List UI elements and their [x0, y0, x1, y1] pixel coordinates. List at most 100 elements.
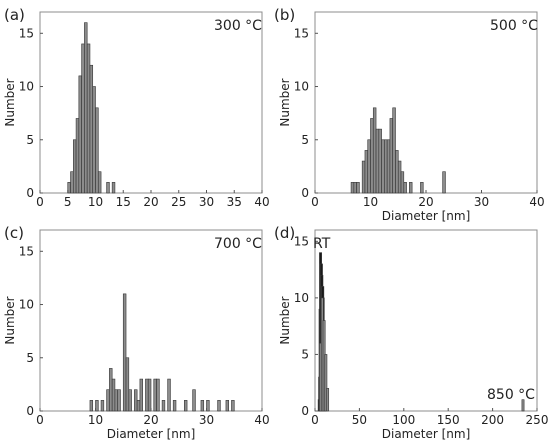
panel-1-bar-s0-5 — [81, 43, 85, 194]
panel-2-xtick-label-4: 40 — [529, 195, 544, 209]
panel-2-bar-s0-4 — [364, 150, 369, 194]
panel-2-bar-s0-15 — [395, 150, 399, 194]
panel-4-xtick-label-0: 0 — [311, 413, 319, 427]
panel-3-bar-s0-20 — [172, 400, 177, 412]
panel-2-bar-s0-2 — [356, 182, 360, 194]
panel-1-ytick-label-0: 0 — [26, 186, 34, 200]
panel-1-xtick-label-3: 15 — [116, 195, 131, 209]
panel-2-bar-s0-19 — [409, 182, 413, 194]
panel-2-bar-s0-5 — [367, 139, 371, 194]
panel-3-xtick-label-4: 40 — [254, 413, 269, 427]
panel-4-ytick-label-2: 10 — [294, 291, 309, 305]
panel-4-xtick-label-4: 200 — [481, 413, 504, 427]
panel-1-bar-s0-1 — [70, 171, 74, 194]
panel-2-annotation: 500 °C — [490, 18, 538, 34]
panel-2-xlabel: Diameter [nm] — [382, 209, 471, 223]
panel-2-bar-s0-12 — [386, 139, 391, 194]
panel-4-ytick-label-3: 15 — [294, 234, 309, 248]
panel-3-bar-s0-2 — [100, 400, 105, 412]
panel-3-ytick-label-2: 10 — [19, 298, 34, 312]
panel-1-bar-s0-7 — [86, 43, 91, 194]
panel-3-bar-s0-12 — [136, 400, 141, 412]
panel-1-bar-s0-8 — [89, 64, 94, 194]
panel-2-bar-s0-13 — [389, 118, 393, 194]
panel-1-xtick-label-2: 10 — [88, 195, 103, 209]
panel-2-ytick-label-1: 5 — [301, 133, 309, 147]
panel-3-bar-s0-0 — [89, 400, 94, 412]
panel-4-ylabel: Number — [278, 296, 292, 344]
panel-3-bar-s0-8 — [122, 293, 127, 412]
panel-3-xtick-label-2: 20 — [143, 413, 158, 427]
panel-3-ytick-label-1: 5 — [26, 351, 34, 365]
panel-2-ytick-label-3: 15 — [294, 26, 309, 40]
panel-1-bar-s0-13 — [111, 182, 116, 194]
panel-2-bar-s0-20 — [420, 182, 424, 194]
panel-4-xtick-label-3: 150 — [437, 413, 460, 427]
panel-2-xtick-label-1: 10 — [363, 195, 378, 209]
panel-2-bar-s0-21 — [442, 171, 446, 194]
panel-1-bar-s0-11 — [97, 171, 102, 194]
panel-2-ytick-label-0: 0 — [301, 186, 309, 200]
panel-3-bar-s0-4 — [109, 368, 113, 412]
panel-3-tag: (c) — [4, 224, 24, 242]
panel-1-xtick-label-4: 20 — [143, 195, 158, 209]
panel-1-xtick-label-7: 35 — [227, 195, 242, 209]
panel-2-bar-s0-1 — [353, 182, 357, 194]
panel-3-xlabel: Diameter [nm] — [107, 427, 196, 441]
panel-2-tag: (b) — [274, 6, 295, 24]
panel-2-bar-s0-6 — [370, 118, 374, 194]
panel-1-xtick-label-8: 40 — [254, 195, 269, 209]
panel-4-xtick-label-5: 250 — [526, 413, 549, 427]
panel-1-tag: (a) — [4, 6, 25, 24]
panel-2-bar-s0-9 — [378, 128, 382, 194]
panel-3-bar-s0-25 — [217, 400, 221, 412]
panel-3-bar-s0-9 — [125, 357, 130, 412]
panel-3-xtick-label-1: 10 — [88, 413, 103, 427]
panel-4-bar-s1-3 — [324, 354, 328, 412]
panel-1-xtick-label-6: 30 — [199, 195, 214, 209]
panel-1-xtick-label-5: 25 — [171, 195, 186, 209]
panel-2-ylabel: Number — [278, 78, 292, 126]
panel-2-frame — [314, 11, 538, 194]
panel-3-bar-s0-1 — [95, 400, 99, 412]
panel-2-bar-s0-14 — [392, 107, 396, 194]
panel-4-tag: (d) — [274, 224, 295, 242]
panel-3-bar-s0-3 — [106, 389, 110, 412]
panel-1-bar-s0-4 — [78, 75, 82, 194]
panel-3-ytick-label-0: 0 — [26, 404, 34, 418]
panel-3-bar-s0-27 — [231, 400, 235, 412]
panel-3-bar-s0-18 — [161, 400, 166, 412]
panel-4-xtick-label-2: 100 — [392, 413, 415, 427]
panel-2-ytick-label-2: 10 — [294, 80, 309, 94]
panel-2-bar-s0-18 — [403, 182, 407, 194]
panel-1-ytick-label-3: 15 — [19, 26, 34, 40]
panel-4-xtick-label-1: 50 — [352, 413, 367, 427]
panel-3-bar-s0-21 — [184, 400, 188, 412]
panel-1-ytick-label-2: 10 — [19, 80, 34, 94]
panel-2-bar-s0-11 — [384, 139, 388, 194]
panel-3-bar-s0-26 — [225, 400, 229, 412]
panel-4-xlabel: Diameter [nm] — [382, 427, 471, 441]
panel-4-frame — [314, 229, 538, 412]
panel-1-bar-s0-2 — [73, 139, 77, 194]
panel-2-bar-s0-8 — [375, 128, 380, 194]
panel-2-bar-s0-17 — [400, 171, 405, 194]
panel-4-bar-s1-4 — [326, 388, 330, 412]
panel-3-bar-s0-10 — [128, 389, 132, 412]
panel-4-ytick-label-1: 5 — [301, 347, 309, 361]
panel-1-xtick-label-1: 5 — [64, 195, 72, 209]
panel-1-bar-s0-10 — [95, 107, 99, 194]
panel-4-bar-s1-5 — [521, 399, 525, 412]
panel-3-bar-s0-14 — [145, 378, 149, 412]
panel-2-bar-s0-3 — [361, 160, 366, 194]
panel-2-bar-s0-7 — [372, 107, 377, 194]
panel-2-bar-s0-10 — [381, 139, 385, 194]
panel-3-bar-s0-24 — [206, 400, 210, 412]
panel-1-bar-s0-6 — [84, 22, 88, 194]
panel-3-bar-s0-23 — [200, 400, 205, 412]
panel-3-bar-s0-15 — [147, 378, 152, 412]
panel-2-bar-s0-0 — [350, 182, 355, 194]
panel-3-bar-s0-16 — [153, 378, 157, 412]
